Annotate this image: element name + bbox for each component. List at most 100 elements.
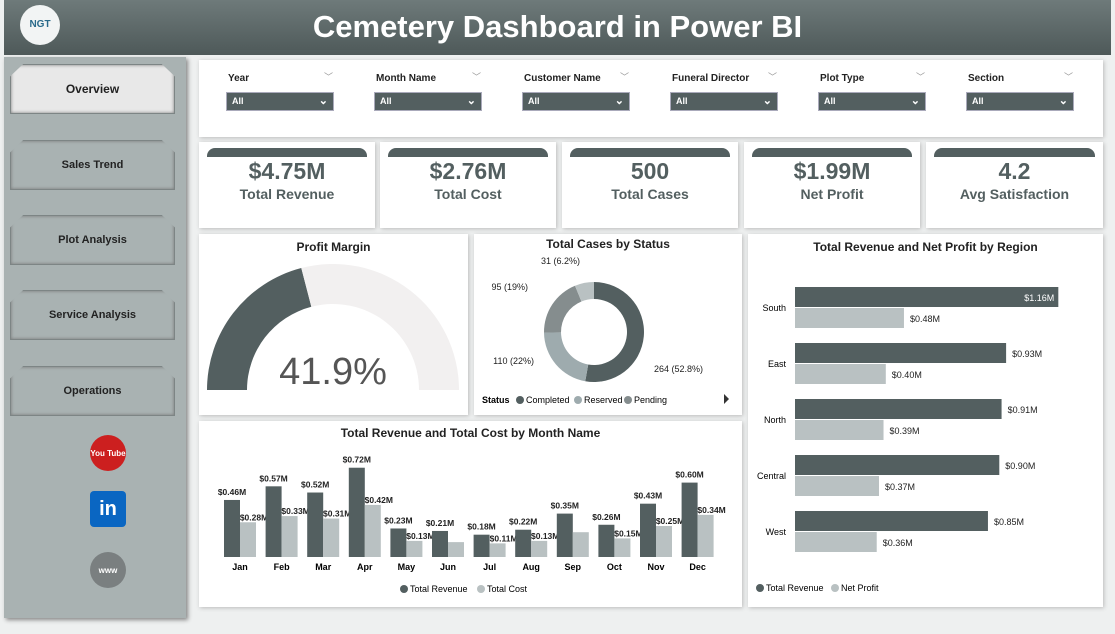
bar-revenue[interactable] [432,530,448,557]
nav-item-overview[interactable]: Overview [10,64,175,114]
bar-revenue[interactable] [640,503,656,557]
bar-revenue[interactable] [681,482,698,557]
youtube-icon[interactable]: You Tube [90,435,126,471]
bar-cost[interactable] [406,540,423,557]
bar-cost[interactable] [531,540,548,557]
sidebar: Overview Sales Trend Plot Analysis Service … [4,57,186,618]
filter-label: Year [228,73,250,84]
bar-revenue[interactable] [795,511,988,531]
data-label: $0.72M [343,455,371,465]
x-tick-label: Jun [440,562,456,572]
dropdown-value: All [528,96,540,106]
bar-revenue[interactable] [556,513,573,557]
kpi-value: 4.2 [998,158,1031,184]
data-label: $0.33M [281,506,309,516]
data-label: $0.15M [614,528,642,538]
bar-revenue[interactable] [390,528,407,557]
dropdown-value: All [972,96,984,106]
bar-cost[interactable] [240,522,256,557]
bar-revenue[interactable] [795,343,1007,363]
filter-year-dropdown[interactable]: All ⌄ [226,92,334,111]
data-label: $0.26M [592,512,620,522]
bar-cost[interactable] [323,518,340,557]
slice-label: 264 (52.8%) [654,364,703,374]
filter-funeral-director-dropdown[interactable]: All ⌄ [670,92,778,111]
nav-item-sales-trend[interactable]: Sales Trend [10,140,175,190]
page-title: Cemetery Dashboard in Power BI [312,9,803,44]
legend-item[interactable]: Pending [634,395,667,405]
donut-slice[interactable] [544,332,589,382]
chevron-down-icon[interactable]: ﹀ [472,72,482,82]
data-label: $0.48M [910,314,940,324]
legend-item[interactable]: Completed [526,395,570,405]
donut-slice[interactable] [575,282,594,302]
legend-item[interactable]: Total Cost [487,584,528,594]
data-label: $0.40M [892,370,922,380]
bar-revenue[interactable] [307,492,324,557]
chevron-down-icon[interactable]: ﹀ [768,72,778,82]
data-label: $0.43M [634,491,662,501]
bar-cost[interactable] [614,538,631,557]
bar-revenue[interactable] [795,455,1000,475]
bar-cost[interactable] [281,516,298,557]
linkedin-icon[interactable]: in [90,491,126,527]
bar-revenue[interactable] [224,499,240,557]
data-label: $0.39M [890,426,920,436]
kpi-card: $2.76M Total Cost [380,142,556,228]
nav-item-plot-analysis[interactable]: Plot Analysis [10,215,175,265]
nav-item-service-analysis[interactable]: Service Analysis [10,290,175,340]
kpi-value: 500 [630,158,670,184]
data-label: $0.85M [994,517,1024,527]
x-tick-label: Feb [274,562,291,572]
donut-slice[interactable] [544,285,582,333]
legend-item[interactable]: Reserved [584,395,623,405]
chevron-down-icon[interactable]: ﹀ [1064,72,1074,82]
bar-revenue[interactable] [795,287,1059,307]
bar-net-profit[interactable] [795,308,904,328]
region-bar-chart: South $1.16M $0.48M East $0.93M $0.40M North $0… [756,287,1059,593]
donut-chart: 264 (52.8%) 110 (22%) 95 (19%) 31 (6.2%) Sta… [482,256,729,405]
gauge-value: 41.9% [279,351,387,393]
dropdown-value: All [232,96,244,106]
bar-revenue[interactable] [795,399,1002,419]
data-label: $0.60M [675,470,703,480]
bar-net-profit[interactable] [795,476,879,496]
bar-revenue[interactable] [265,486,282,557]
bar-revenue[interactable] [473,534,490,557]
donut-slice[interactable] [585,282,645,382]
filter-customer-name-dropdown[interactable]: All ⌄ [522,92,630,111]
data-label: $0.52M [301,480,329,490]
bar-net-profit[interactable] [795,532,877,552]
bar-revenue[interactable] [515,529,532,557]
bar-cost[interactable] [656,526,672,557]
chevron-down-icon[interactable]: ﹀ [324,72,334,82]
filter-panel: Year ﹀ All ⌄ Month Name ﹀ All ⌄ Customer Name ﹀ Al… [199,60,1103,137]
bar-cost[interactable] [448,542,464,557]
bar-net-profit[interactable] [795,364,886,384]
legend-item[interactable]: Net Profit [841,583,879,593]
filter-section-dropdown[interactable]: All ⌄ [966,92,1074,111]
nav-item-operations[interactable]: Operations [10,366,175,416]
filter-month-name-dropdown[interactable]: All ⌄ [374,92,482,111]
legend-item[interactable]: Total Revenue [766,583,824,593]
data-label: $0.93M [1012,349,1042,359]
bar-cost[interactable] [697,514,714,557]
data-label: $0.25M [656,516,684,526]
kpi-header-bar [570,148,730,157]
chevron-down-icon[interactable]: ﹀ [620,72,630,82]
bar-cost[interactable] [364,504,381,557]
bar-revenue[interactable] [348,467,365,557]
region-chart-panel: Total Revenue and Net Profit by Region S… [748,234,1103,607]
bar-revenue[interactable] [598,524,615,557]
chevron-down-icon[interactable]: ﹀ [916,72,926,82]
data-label: $0.13M [531,531,559,541]
bar-cost[interactable] [572,532,589,557]
globe-icon[interactable]: www [90,552,126,588]
legend-next-arrow-icon[interactable] [724,394,729,404]
legend-item[interactable]: Total Revenue [410,584,468,594]
chevron-down-icon: ⌄ [762,95,772,107]
bar-cost[interactable] [489,543,506,557]
bar-net-profit[interactable] [795,420,884,440]
x-tick-label: Nov [647,562,664,572]
filter-plot-type-dropdown[interactable]: All ⌄ [818,92,926,111]
